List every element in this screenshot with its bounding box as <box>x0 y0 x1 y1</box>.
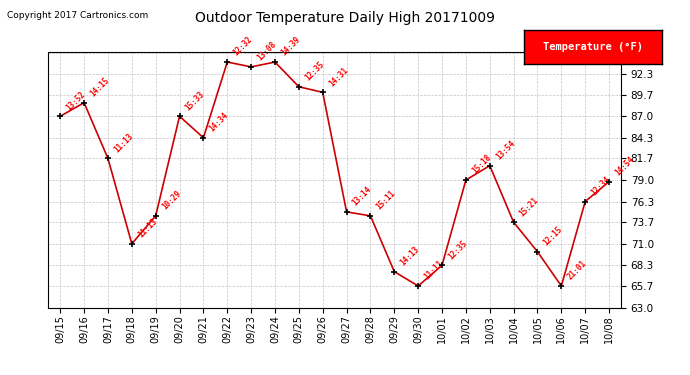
Text: Copyright 2017 Cartronics.com: Copyright 2017 Cartronics.com <box>7 11 148 20</box>
Text: 12:32: 12:32 <box>231 35 254 58</box>
Text: 21:01: 21:01 <box>566 259 589 282</box>
Text: 15:21: 15:21 <box>518 195 540 218</box>
Text: 14:13: 14:13 <box>398 245 421 267</box>
Text: 13:54: 13:54 <box>494 139 517 162</box>
Text: 10:29: 10:29 <box>160 189 183 212</box>
Text: 15:33: 15:33 <box>184 89 206 112</box>
Text: 12:35: 12:35 <box>446 238 469 261</box>
Text: 14:15: 14:15 <box>88 76 111 99</box>
Text: 14:31: 14:31 <box>327 66 350 88</box>
Text: Outdoor Temperature Daily High 20171009: Outdoor Temperature Daily High 20171009 <box>195 11 495 25</box>
Text: 14:34: 14:34 <box>208 111 230 134</box>
Text: 11:11: 11:11 <box>422 259 445 282</box>
Text: 14:54: 14:54 <box>613 155 636 177</box>
Text: 11:13: 11:13 <box>136 217 159 240</box>
Text: 12:15: 12:15 <box>542 225 564 248</box>
Text: 11:13: 11:13 <box>112 132 135 154</box>
Text: 13:14: 13:14 <box>351 185 373 208</box>
Text: 15:11: 15:11 <box>375 189 397 212</box>
Text: 14:39: 14:39 <box>279 35 302 58</box>
Text: 13:52: 13:52 <box>64 89 87 112</box>
Text: 13:08: 13:08 <box>255 40 278 63</box>
Text: 15:18: 15:18 <box>470 153 493 176</box>
Text: 12:35: 12:35 <box>303 60 326 82</box>
Text: 12:34: 12:34 <box>589 175 612 197</box>
Text: Temperature (°F): Temperature (°F) <box>544 42 643 52</box>
